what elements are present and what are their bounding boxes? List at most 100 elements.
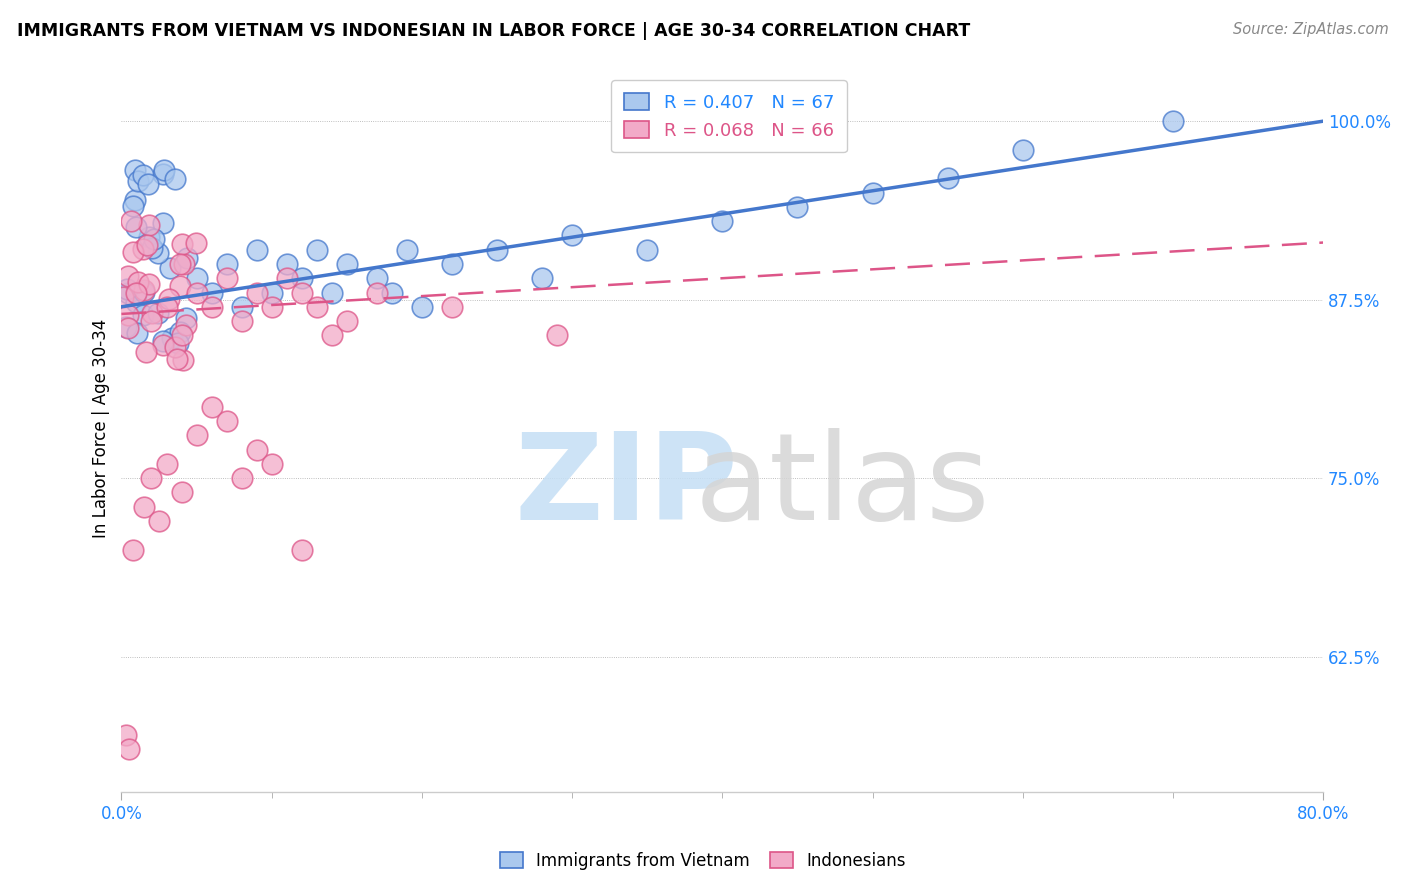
Point — [141, 306, 163, 320]
Point — [186, 428, 208, 442]
Point — [117, 268, 139, 283]
Point — [165, 171, 187, 186]
Point — [291, 285, 314, 300]
Point — [260, 285, 283, 300]
Point — [440, 257, 463, 271]
Point — [124, 163, 146, 178]
Point — [366, 285, 388, 300]
Point — [184, 235, 207, 250]
Point — [167, 336, 190, 351]
Point — [246, 285, 269, 300]
Point — [169, 325, 191, 339]
Point — [170, 328, 193, 343]
Point — [176, 251, 198, 265]
Point — [132, 309, 155, 323]
Point — [166, 351, 188, 366]
Point — [142, 232, 165, 246]
Point — [260, 300, 283, 314]
Point — [127, 275, 149, 289]
Point — [531, 271, 554, 285]
Point — [336, 257, 359, 271]
Point — [276, 271, 298, 285]
Point — [122, 244, 145, 259]
Point — [440, 300, 463, 314]
Point — [231, 471, 253, 485]
Point — [141, 314, 163, 328]
Point — [117, 321, 139, 335]
Point — [122, 542, 145, 557]
Point — [138, 218, 160, 232]
Point — [176, 318, 198, 332]
Point — [174, 310, 197, 325]
Point — [132, 285, 155, 299]
Point — [215, 414, 238, 428]
Point — [136, 238, 159, 252]
Point — [231, 300, 253, 314]
Point — [200, 300, 222, 314]
Text: ZIP: ZIP — [515, 428, 738, 545]
Point — [135, 344, 157, 359]
Point — [305, 300, 328, 314]
Point — [276, 257, 298, 271]
Point — [138, 277, 160, 291]
Point — [114, 320, 136, 334]
Point — [172, 353, 194, 368]
Point — [561, 228, 583, 243]
Point — [141, 471, 163, 485]
Point — [125, 294, 148, 309]
Point — [186, 285, 208, 300]
Point — [112, 290, 135, 304]
Point — [231, 314, 253, 328]
Point — [395, 243, 418, 257]
Point — [636, 243, 658, 257]
Point — [132, 243, 155, 257]
Point — [153, 162, 176, 177]
Point — [215, 271, 238, 285]
Point — [141, 241, 163, 255]
Point — [125, 219, 148, 234]
Point — [146, 306, 169, 320]
Point — [115, 728, 138, 742]
Text: Source: ZipAtlas.com: Source: ZipAtlas.com — [1233, 22, 1389, 37]
Point — [148, 514, 170, 528]
Point — [215, 257, 238, 271]
Point — [169, 279, 191, 293]
Point — [148, 246, 170, 260]
Point — [132, 283, 155, 297]
Text: IMMIGRANTS FROM VIETNAM VS INDONESIAN IN LABOR FORCE | AGE 30-34 CORRELATION CHA: IMMIGRANTS FROM VIETNAM VS INDONESIAN IN… — [17, 22, 970, 40]
Point — [122, 199, 145, 213]
Point — [786, 200, 808, 214]
Point — [321, 328, 343, 343]
Point — [336, 314, 359, 328]
Point — [485, 243, 508, 257]
Point — [381, 285, 404, 300]
Point — [936, 171, 959, 186]
Point — [132, 168, 155, 182]
Point — [117, 286, 139, 301]
Point — [1011, 143, 1033, 157]
Point — [546, 328, 568, 343]
Point — [186, 271, 208, 285]
Point — [246, 243, 269, 257]
Point — [291, 271, 314, 285]
Point — [305, 243, 328, 257]
Legend: Immigrants from Vietnam, Indonesians: Immigrants from Vietnam, Indonesians — [494, 846, 912, 877]
Legend: R = 0.407   N = 67, R = 0.068   N = 66: R = 0.407 N = 67, R = 0.068 N = 66 — [612, 80, 846, 153]
Point — [170, 485, 193, 500]
Point — [138, 230, 160, 244]
Point — [366, 271, 388, 285]
Point — [160, 330, 183, 344]
Point — [155, 300, 177, 314]
Point — [117, 308, 139, 322]
Point — [136, 177, 159, 191]
Point — [117, 282, 139, 296]
Point — [118, 742, 141, 756]
Point — [291, 542, 314, 557]
Point — [411, 300, 433, 314]
Y-axis label: In Labor Force | Age 30-34: In Labor Force | Age 30-34 — [93, 318, 110, 538]
Point — [711, 214, 734, 228]
Point — [173, 257, 195, 271]
Point — [121, 214, 143, 228]
Point — [152, 334, 174, 349]
Point — [125, 285, 148, 300]
